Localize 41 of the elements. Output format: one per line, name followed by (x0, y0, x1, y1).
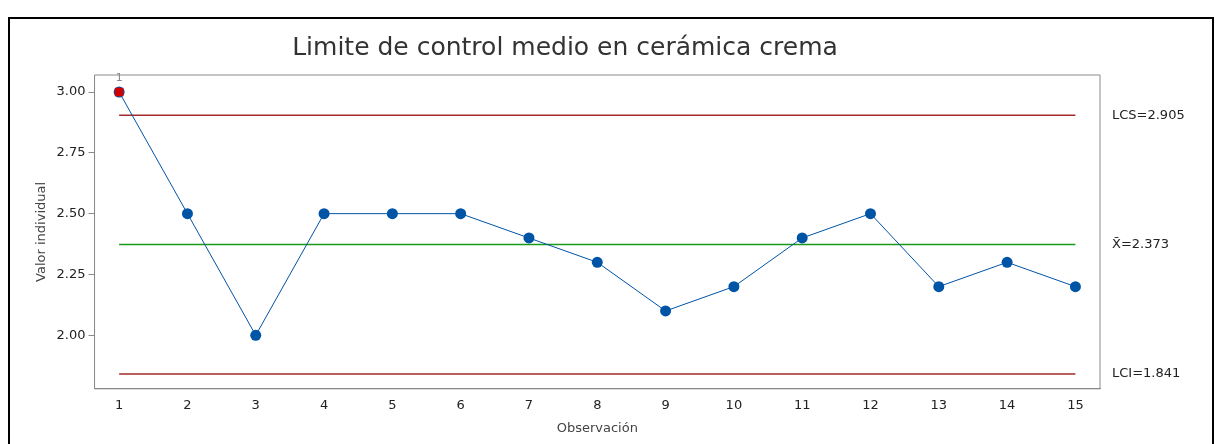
x-tick-label: 3 (251, 396, 260, 412)
y-axis-title: Valor individual (33, 181, 49, 282)
x-tick-label: 10 (725, 396, 743, 412)
point (181, 208, 193, 220)
point (523, 232, 535, 244)
x-tick-label: 5 (388, 396, 397, 412)
x-tick-label: 4 (319, 396, 329, 412)
y-tick-label: 3.00 (56, 83, 86, 99)
x-tick-label: 11 (793, 396, 811, 412)
x-axis-title: Observación (556, 419, 638, 435)
y-tick-label: 2.75 (56, 144, 86, 160)
point (660, 305, 672, 317)
y-tick-label: 2.25 (56, 265, 86, 281)
chart-title: Limite de control medio en cerámica crema (292, 31, 838, 61)
point (864, 208, 876, 220)
x-tick-label: 15 (1067, 396, 1084, 412)
y-tick-label: 2.00 (56, 326, 86, 342)
ref-line-label: LCI=1.841 (1112, 365, 1181, 381)
x-tick-label: 12 (862, 396, 879, 412)
point (933, 281, 945, 293)
point (250, 329, 262, 341)
point (728, 281, 740, 293)
annotation: 1 (115, 71, 123, 85)
point (591, 256, 603, 268)
ref-line-label: X̄=2.373 (1112, 235, 1170, 251)
x-tick-label: 13 (930, 396, 948, 412)
x-tick-label: 7 (524, 396, 534, 412)
x-tick-label: 6 (456, 396, 465, 412)
x-tick-label: 14 (998, 396, 1016, 412)
point (455, 208, 467, 220)
x-tick-label: 1 (114, 396, 124, 412)
y-tick-label: 2.50 (56, 205, 86, 221)
x-tick-label: 9 (661, 396, 670, 412)
point (796, 232, 808, 244)
point (386, 208, 398, 220)
x-tick-label: 2 (183, 396, 192, 412)
point (1069, 281, 1081, 293)
ref-line-label: LCS=2.905 (1112, 106, 1185, 122)
point (1001, 256, 1013, 268)
x-tick-label: 8 (593, 396, 602, 412)
point (318, 208, 330, 220)
